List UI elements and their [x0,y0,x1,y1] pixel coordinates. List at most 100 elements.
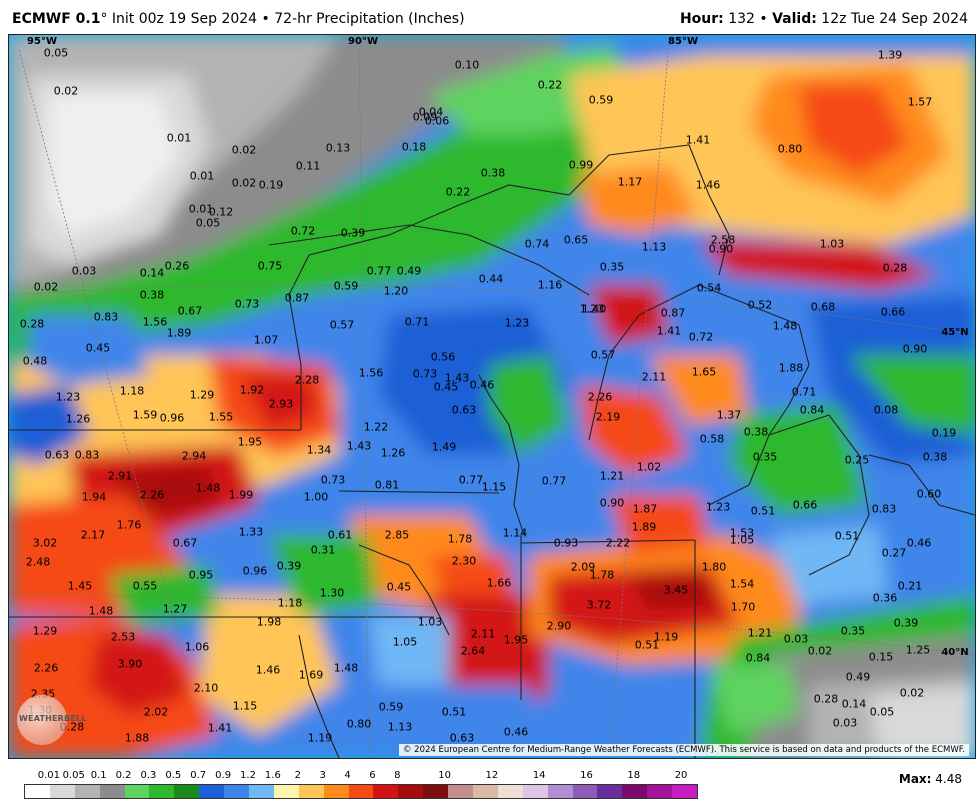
precip-value-label: 0.52 [747,298,773,312]
precip-value-label: 0.73 [320,473,346,487]
precip-value-label: 1.66 [486,576,512,590]
precip-value-label: 0.77 [458,473,484,487]
precip-value-label: 2.17 [80,528,106,542]
precip-value-label: 1.06 [184,640,210,654]
graticule-label: 90°W [348,36,378,47]
precip-value-label: 1.92 [239,383,265,397]
precip-value-label: 1.15 [481,480,507,494]
precip-value-label: 3.02 [32,536,58,550]
legend-swatch [124,785,150,798]
precip-value-label: 0.39 [893,616,919,630]
precip-value-label: 3.45 [663,583,689,597]
precip-legend: 0.01 0.05 0.1 0.2 0.3 0.5 0.7 0.9 1.2 1.6 2 3 4 6 8 10 1… [24,770,698,802]
precip-shading [9,35,975,758]
precip-value-label: 0.38 [743,425,769,439]
weatherbell-logo: WEATHERBELL [17,695,86,745]
precip-value-label: 1.29 [189,388,215,402]
precip-value-label: 0.83 [871,502,897,516]
precip-value-label: 2.58 [710,233,736,247]
precip-value-label: 1.87 [632,502,658,516]
precip-value-label: 3.72 [586,598,612,612]
precip-value-label: 2.26 [33,661,59,675]
precip-value-label: 1.23 [55,390,81,404]
precip-value-label: 0.49 [396,264,422,278]
legend-tick: 20 [674,770,688,781]
precip-value-label: 0.93 [553,536,579,550]
legend-tick: 0.05 [62,770,85,781]
precip-value-label: 1.07 [253,333,279,347]
legend-swatch [423,785,449,798]
precip-value-label: 0.46 [469,378,495,392]
precip-value-label: 2.48 [25,555,51,569]
precip-value-label: 0.57 [590,348,616,362]
precip-value-label: 0.46 [906,536,932,550]
precip-value-label: 1.43 [444,371,470,385]
legend-tick: 10 [438,770,451,781]
precip-value-label: 0.68 [810,300,836,314]
precip-value-label: 0.10 [454,58,480,72]
map-title: ECMWF 0.1° Init 00z 19 Sep 2024 • 72-hr … [12,11,465,27]
precip-value-label: 0.02 [231,176,257,190]
precip-value-label: 0.19 [931,426,957,440]
precip-value-label: 0.83 [93,310,119,324]
precip-value-label: 1.48 [88,604,114,618]
copyright-notice: © 2024 European Centre for Medium-Range … [398,744,969,756]
precip-value-label: 1.40 [581,302,607,316]
legend-swatch [348,785,374,798]
precip-value-label: 1.99 [228,488,254,502]
valid-value: 12z Tue 24 Sep 2024 [816,11,968,27]
precip-value-label: 0.02 [33,280,59,294]
precip-value-label: 1.19 [307,731,333,745]
legend-swatch [99,785,125,798]
precip-value-label: 0.38 [139,288,165,302]
precip-value-label: 0.11 [295,159,321,173]
precip-value-label: 0.02 [899,686,925,700]
legend-swatch [273,785,299,798]
precip-value-label: 1.33 [238,525,264,539]
legend-tick-labels: 0.01 0.05 0.1 0.2 0.3 0.5 0.7 0.9 1.2 1.6 2 3 4 6 8 10 1… [24,770,698,783]
precip-value-label: 2.28 [294,373,320,387]
precip-value-label: 0.38 [480,166,506,180]
legend-swatch [547,785,573,798]
precip-value-label: 1.95 [503,633,529,647]
precip-value-label: 0.28 [813,692,839,706]
precip-value-label: 0.84 [745,651,771,665]
precip-value-label: 0.04 [418,105,444,119]
precip-value-label: 0.72 [290,224,316,238]
precip-value-label: 1.89 [166,326,192,340]
precip-value-label: 0.96 [159,411,185,425]
precip-value-label: 1.46 [255,663,281,677]
precip-value-label: 1.56 [358,366,384,380]
legend-swatch [323,785,349,798]
precip-value-label: 2.09 [570,560,596,574]
precip-value-label: 0.99 [568,158,594,172]
map-value-labels: 0.05 0.02 0.01 0.02 0.01 0.02 0.01 0.03 0.02 0.14… [9,35,975,758]
precip-value-label: 0.67 [172,536,198,550]
precip-value-label: 0.95 [188,568,214,582]
precip-value-label: 0.25 [844,453,870,467]
precip-value-label: 1.23 [504,316,530,330]
graticule-label: 95°W [27,36,57,47]
precip-value-label: 0.09 [412,110,438,124]
precip-value-label: 1.26 [380,446,406,460]
legend-tick: 12 [485,770,499,781]
precip-value-label: 2.30 [451,554,477,568]
legend-swatch [25,785,50,798]
hour-label: Hour: [679,11,724,27]
precip-value-label: 1.39 [877,48,903,62]
precip-value-label: 1.45 [67,579,93,593]
precip-value-label: 0.02 [807,644,833,658]
legend-tick: 16 [580,770,593,781]
precip-value-label: 1.30 [319,586,345,600]
precip-value-label: 0.26 [164,259,190,273]
precipitation-map[interactable]: 0.05 0.02 0.01 0.02 0.01 0.02 0.01 0.03 0.02 0.14… [8,34,976,759]
legend-tick: 2 [294,770,301,781]
precip-value-label: 1.03 [417,615,443,629]
precip-value-label: 1.27 [162,602,188,616]
precip-value-label: 0.18 [401,140,427,154]
precip-value-label: 0.63 [449,731,475,745]
precip-value-label: 2.11 [470,627,496,641]
precip-value-label: 1.05 [729,533,755,547]
graticule-label: 40°N [941,647,969,658]
precip-value-label: 3.90 [117,657,143,671]
